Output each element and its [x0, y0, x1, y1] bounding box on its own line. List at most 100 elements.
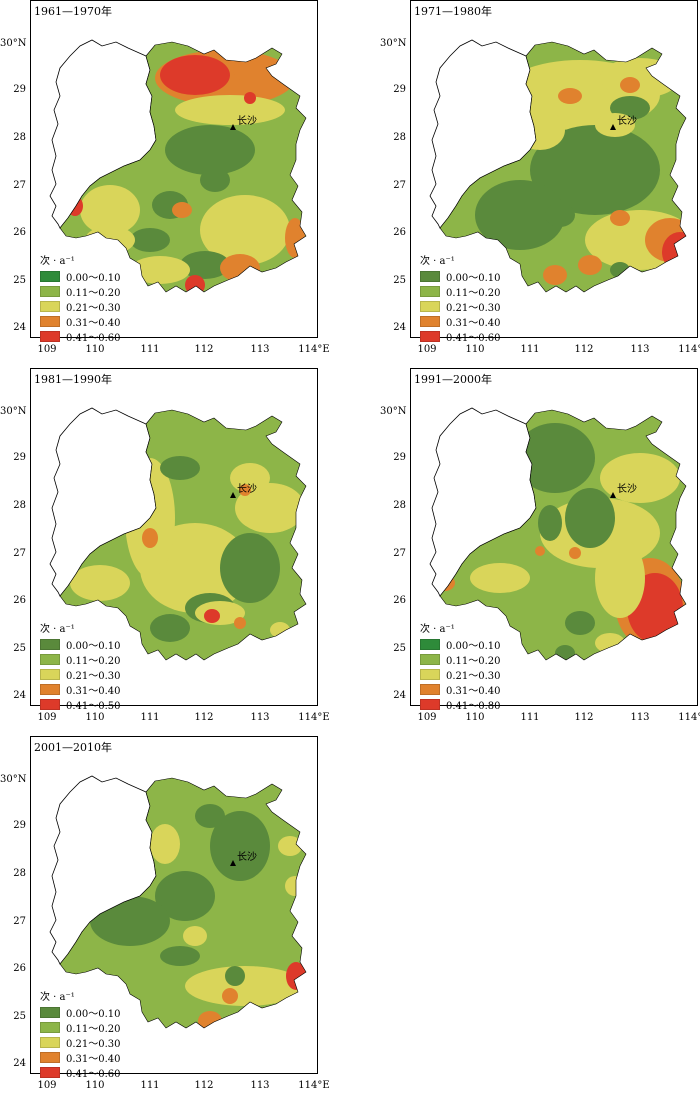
contour-region [233, 56, 283, 84]
province-border [59, 41, 307, 293]
contour-region [610, 210, 630, 226]
y-tick-label: 27 [393, 180, 406, 191]
legend-label: 0.41～0.60 [446, 333, 501, 344]
contour-region [195, 804, 225, 828]
changsha-marker-icon [230, 860, 236, 866]
changsha-marker-icon [230, 124, 236, 130]
legend-item: 0.21～0.30 [420, 667, 501, 682]
legend-item: 0.21～0.30 [420, 299, 501, 314]
legend-item: 0.41～0.50 [40, 697, 121, 712]
legend: 次 · a⁻¹ 0.00～0.10 0.11～0.20 0.21～0.30 0.31～0… [420, 252, 501, 344]
y-tick-label: 25 [13, 1011, 26, 1022]
legend-label: 0.11～0.20 [66, 288, 121, 299]
x-tick-label: 112 [574, 344, 594, 355]
x-tick-label: 114°E [678, 344, 700, 355]
hunan-map [49, 775, 307, 1029]
legend-item: 0.11～0.20 [40, 1020, 121, 1035]
legend-label: 0.00～0.10 [66, 273, 121, 284]
province-border [59, 409, 307, 661]
y-tick-label: 26 [393, 595, 406, 606]
hunan-map [49, 407, 307, 661]
legend-title: 次 · a⁻¹ [40, 256, 75, 267]
map-panel-1981-1990: 1981—1990年 30°N 29 28 27 26 25 24 109 110 111 112 11… [0, 368, 330, 723]
contour-region [204, 609, 220, 623]
contour-region [85, 226, 135, 254]
y-tick-label: 30°N [380, 38, 407, 49]
legend-item: 0.00～0.10 [420, 637, 501, 652]
legend-title: 次 · a⁻¹ [40, 624, 75, 635]
x-tick-label: 112 [574, 712, 594, 723]
x-tick-label: 109 [37, 712, 57, 723]
legend-item: 0.31～0.40 [40, 314, 121, 329]
legend: 次 · a⁻¹ 0.00～0.10 0.11～0.20 0.21～0.30 0.31～0… [420, 620, 501, 712]
x-tick-label: 113 [630, 344, 650, 355]
legend-label: 0.11～0.20 [446, 288, 501, 299]
contour-region [235, 483, 305, 533]
legend-item: 0.11～0.20 [420, 652, 501, 667]
legend-title: 次 · a⁻¹ [40, 992, 75, 1003]
legend-swatch [40, 286, 60, 297]
legend-label: 0.31～0.40 [446, 318, 501, 329]
panel-title: 2001—2010年 [34, 741, 112, 754]
x-tick-label: 109 [37, 344, 57, 355]
contour-region [160, 456, 200, 480]
legend-label: 0.21～0.30 [66, 303, 121, 314]
x-tick-label: 113 [250, 344, 270, 355]
contour-region [234, 617, 246, 629]
contour-region [172, 202, 192, 218]
contour-region [220, 533, 280, 603]
contour-region [155, 871, 215, 921]
contour-region [530, 125, 660, 215]
contour-region [180, 251, 230, 279]
legend-swatch [40, 654, 60, 665]
x-tick-label: 111 [520, 344, 540, 355]
legend-label: 0.31～0.40 [66, 686, 121, 697]
legend-item: 0.21～0.30 [40, 667, 121, 682]
legend-swatch [40, 669, 60, 680]
legend-swatch [420, 684, 440, 695]
legend-item: 0.11～0.20 [40, 652, 121, 667]
x-tick-label: 113 [250, 1080, 270, 1091]
y-tick-label: 30°N [0, 774, 27, 785]
y-tick-label: 24 [393, 322, 406, 333]
contour-region [183, 926, 207, 946]
legend-title: 次 · a⁻¹ [420, 624, 455, 635]
legend-label: 0.21～0.30 [66, 671, 121, 682]
contour-region [160, 55, 230, 95]
contour-region [285, 876, 305, 896]
y-tick-label: 29 [13, 84, 26, 95]
y-tick-label: 26 [13, 595, 26, 606]
y-tick-label: 27 [13, 548, 26, 559]
contour-region [569, 547, 581, 559]
contour-region [565, 611, 595, 635]
legend-swatch [40, 1022, 60, 1033]
map-panel-1961-1970: 1961—1970年 30°N 29 28 27 26 25 24 109 110 111 112 11… [0, 0, 330, 355]
city-label: 长沙 [617, 484, 637, 495]
y-tick-label: 25 [393, 275, 406, 286]
legend-swatch [40, 301, 60, 312]
y-tick-label: 25 [393, 643, 406, 654]
legend-label: 0.31～0.40 [446, 686, 501, 697]
contour-region [475, 180, 565, 250]
contour-region [244, 92, 256, 104]
x-tick-label: 112 [194, 1080, 214, 1091]
y-tick-label: 24 [393, 690, 406, 701]
legend-swatch [40, 271, 60, 282]
y-tick-label: 30°N [0, 38, 27, 49]
x-tick-label: 111 [140, 1080, 160, 1091]
legend-label: 0.11～0.20 [66, 656, 121, 667]
y-tick-label: 29 [393, 84, 406, 95]
panel-title: 1971—1980年 [414, 5, 492, 18]
legend-label: 0.00～0.10 [446, 273, 501, 284]
legend-swatch [40, 1007, 60, 1018]
y-tick-label: 29 [13, 452, 26, 463]
city-label: 长沙 [237, 116, 257, 127]
legend-item: 0.41～0.60 [40, 329, 121, 344]
legend-swatch [40, 1067, 60, 1078]
contour-region [210, 811, 270, 881]
y-tick-label: 27 [13, 180, 26, 191]
legend-swatch [40, 1037, 60, 1048]
y-tick-label: 28 [393, 132, 406, 143]
y-tick-label: 24 [13, 1058, 26, 1069]
x-tick-label: 114°E [298, 344, 330, 355]
